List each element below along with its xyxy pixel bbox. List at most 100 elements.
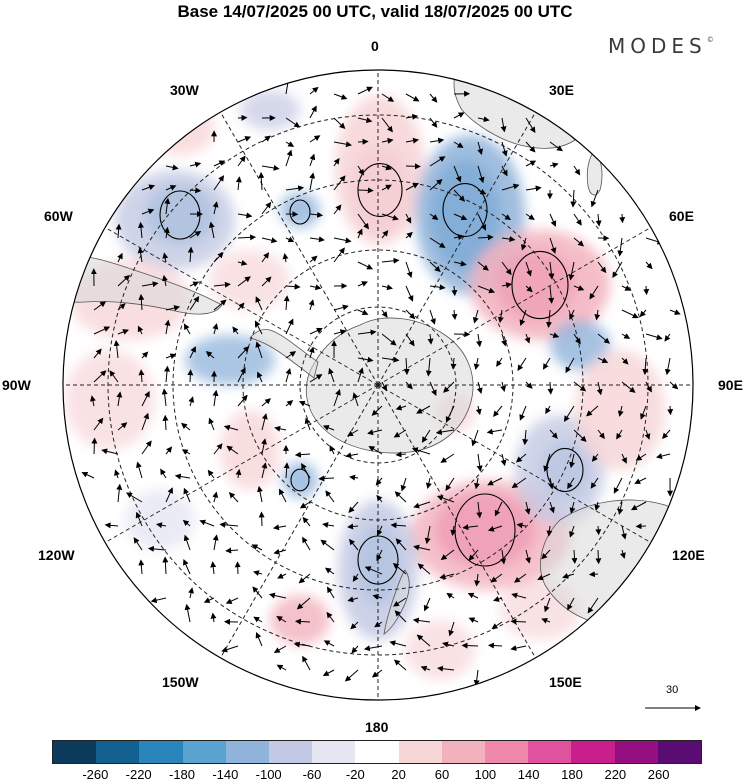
wind-arrow [367,429,383,436]
wind-arrow [174,473,191,480]
wind-arrow [114,469,120,479]
wind-arrow [285,185,305,192]
wind-arrow [476,333,483,348]
wind-arrow [326,611,335,623]
wind-arrow [205,351,215,359]
wind-arrow [285,283,301,290]
wind-arrow [357,138,369,145]
map-disc [63,70,693,700]
wind-arrow [656,453,671,459]
wind-arrow [471,429,479,447]
wind-arrow [181,449,191,455]
anomaly-blob [65,350,155,450]
wind-arrow [573,213,582,226]
wind-arrow [309,135,321,143]
wind-vectors [81,76,681,687]
wind-arrow [439,573,455,580]
streamline-loop [442,183,488,237]
wind-arrow [261,237,278,244]
streamline-loop [454,493,516,567]
wind-arrow [228,492,239,503]
wind-arrow [235,468,242,479]
wind-arrow [309,153,316,167]
colorbar-tick-label: -220 [125,767,152,782]
wind-arrow [395,451,407,458]
wind-arrow [440,453,455,463]
wind-arrow [251,544,263,551]
wind-arrow [616,429,623,440]
wind-arrow [549,213,557,227]
wind-arrow [429,213,439,220]
wind-arrow [93,301,107,311]
wind-arrow [416,634,431,647]
wind-arrow [595,213,602,227]
wind-arrow [545,309,552,328]
wind-arrow [141,208,155,215]
wind-arrow [347,596,359,603]
wind-arrow [133,537,143,551]
wind-arrow [210,561,217,575]
wind-arrow [350,621,359,630]
wind-arrow [467,592,479,599]
wind-arrow [376,494,383,503]
wind-arrow [165,164,179,171]
wind-arrow [381,284,393,291]
wind-arrow [261,462,268,479]
wind-arrow [285,149,293,167]
wind-arrow [490,573,503,583]
wind-arrow [392,562,407,575]
wind-arrow [164,365,171,383]
wind-arrow [285,117,301,128]
meridian-line [377,111,536,386]
wind-arrow [513,573,527,583]
wind-arrow [357,261,374,270]
wind-arrow [371,669,383,678]
wind-arrow [501,213,512,221]
wind-arrow [302,536,311,551]
wind-arrow [189,346,196,359]
wind-arrow [669,309,681,315]
wind-arrow [183,558,191,575]
wind-arrow [620,525,627,540]
wind-arrow [285,236,295,243]
wind-arrow [548,285,555,304]
wind-arrow [477,141,483,156]
anomaly-blob [335,95,425,245]
wind-arrow [182,519,191,527]
wind-arrow [261,252,270,263]
wind-arrow [213,160,226,167]
wind-arrow [573,237,585,247]
wind-arrow [187,369,194,383]
colorbar-tick-label: 60 [434,767,450,782]
wind-arrow [569,453,576,469]
wind-arrow [294,451,311,458]
wind-arrow [487,525,503,532]
wind-arrow [232,326,239,335]
anomaly-blob [270,595,330,645]
wind-arrow [189,230,202,239]
wind-arrow [349,474,359,481]
wind-arrow [395,404,407,411]
wind-arrow [363,645,383,652]
wind-arrow [181,422,191,431]
wind-arrow [421,429,431,443]
wind-arrow [525,185,542,192]
wind-arrow [412,617,431,624]
wind-arrow [261,135,271,143]
wind-arrow [213,175,225,191]
colorbar-tick-label: -140 [212,767,239,782]
colorbar-swatch [96,741,140,763]
wind-arrow [525,160,537,167]
wind-arrow [364,566,383,575]
wind-arrow [496,357,503,367]
wind-arrow [549,332,560,339]
wind-arrow [453,165,462,183]
wind-arrow [234,561,241,575]
wind-arrow [296,597,311,610]
wind-arrow [597,357,609,363]
wind-arrow [620,549,626,559]
wind-arrow [357,356,374,363]
wind-arrow [405,333,415,347]
wind-arrow [309,211,324,218]
wind-arrow [357,329,377,336]
